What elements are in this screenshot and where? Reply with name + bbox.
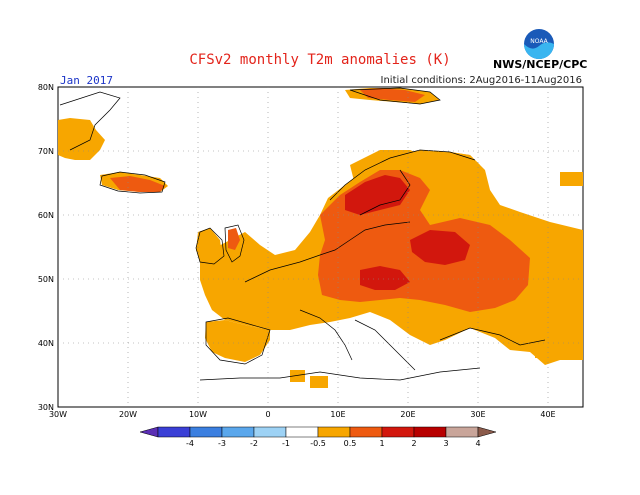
- colorbar-label: -3: [218, 439, 226, 448]
- lat-tick-60n: 60N: [38, 211, 54, 220]
- colorbar-box: [349, 426, 383, 438]
- colorbar-label: -0.5: [310, 439, 326, 448]
- colorbar-box: [285, 426, 319, 438]
- agency-label: NWS/NCEP/CPC: [493, 58, 588, 71]
- colorbar-labels: -4 -3 -2 -1 -0.5 0.5 1 2 3 4: [186, 439, 481, 448]
- colorbar-label: -4: [186, 439, 194, 448]
- lon-tick-10e: 10E: [330, 410, 345, 419]
- colorbar-box: [157, 426, 191, 438]
- lat-tick-50n: 50N: [38, 275, 54, 284]
- lon-tick-0: 0: [265, 410, 270, 419]
- colorbar-label: 3: [443, 439, 448, 448]
- colorbar-label: -1: [282, 439, 290, 448]
- colorbar-box: [445, 426, 479, 438]
- map-title: CFSv2 monthly T2m anomalies (K): [189, 52, 451, 68]
- lat-tick-30n: 30N: [38, 403, 54, 412]
- colorbar-box: [189, 426, 223, 438]
- colorbar-arrow-right: [477, 426, 497, 438]
- colorbar-label: -2: [250, 439, 258, 448]
- noaa-logo-text: NOAA: [530, 38, 548, 45]
- lat-tick-labels: 80N 70N 60N 50N 40N 30N: [38, 83, 54, 412]
- colorbar-boxes: [139, 426, 497, 438]
- coastlines: [59, 87, 546, 381]
- colorbar-label: 1: [379, 439, 384, 448]
- graticule: [58, 87, 583, 407]
- lat-tick-80n: 80N: [38, 83, 54, 92]
- colorbar-box: [413, 426, 447, 438]
- lon-tick-labels: 30W 20W 10W 0 10E 20E 30E 40E: [49, 410, 556, 419]
- lat-tick-70n: 70N: [38, 147, 54, 156]
- initial-conditions-label: Initial conditions: 2Aug2016-11Aug2016: [380, 75, 583, 86]
- colorbar-arrow-left: [139, 426, 159, 438]
- lon-tick-40e: 40E: [540, 410, 555, 419]
- colorbar-label: 0.5: [344, 439, 357, 448]
- colorbar-box: [221, 426, 255, 438]
- lon-tick-30w: 30W: [49, 410, 67, 419]
- colorbar-box: [381, 426, 415, 438]
- lon-tick-20w: 20W: [119, 410, 137, 419]
- lon-tick-30e: 30E: [470, 410, 485, 419]
- lon-tick-10w: 10W: [189, 410, 207, 419]
- colorbar-label: 4: [475, 439, 480, 448]
- anomaly-red-area: [345, 175, 470, 290]
- colorbar-box: [253, 426, 287, 438]
- lat-tick-40n: 40N: [38, 339, 54, 348]
- lon-tick-20e: 20E: [400, 410, 415, 419]
- colorbar-label: 2: [411, 439, 416, 448]
- colorbar-box: [317, 426, 351, 438]
- noaa-logo-icon: NOAA: [524, 29, 554, 59]
- forecast-month-label: Jan 2017: [60, 74, 113, 87]
